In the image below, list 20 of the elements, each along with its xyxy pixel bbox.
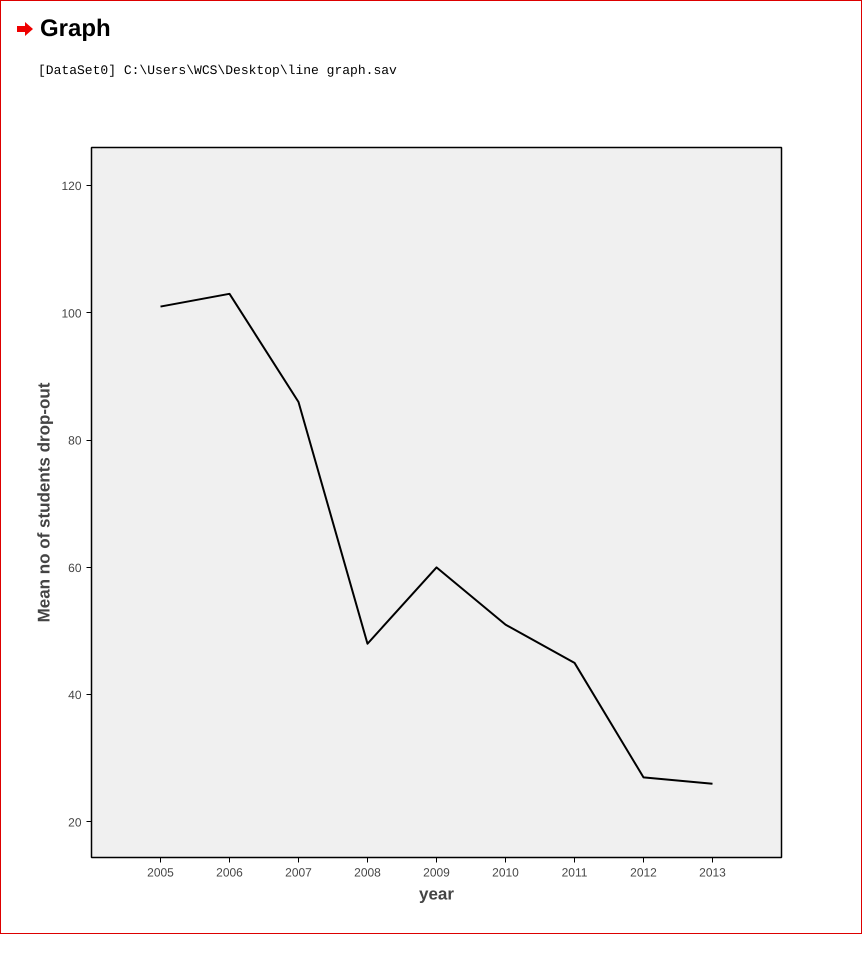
y-tick-label: 120 bbox=[61, 179, 82, 194]
x-tick-label: 2009 bbox=[423, 866, 450, 880]
y-tick-label: 60 bbox=[68, 560, 82, 575]
chart-title: Graph bbox=[40, 15, 111, 42]
x-tick-label: 2005 bbox=[147, 866, 174, 880]
x-tick-label: 2006 bbox=[216, 866, 244, 880]
x-tick-label: 2013 bbox=[699, 866, 726, 880]
x-tick-label: 2008 bbox=[354, 866, 382, 880]
y-tick-label: 80 bbox=[68, 434, 82, 448]
x-axis-title: year bbox=[419, 884, 454, 904]
y-tick-label: 100 bbox=[61, 306, 82, 320]
y-axis-title: Mean no of students drop-out bbox=[34, 382, 54, 622]
y-tick-label: 40 bbox=[68, 688, 82, 702]
text: [DataSet0] C:\Users\WCS\Desktop\line graph.sav bbox=[38, 62, 397, 80]
y-tick-label: 20 bbox=[68, 815, 82, 830]
x-tick-label: 2007 bbox=[285, 866, 312, 880]
line-series bbox=[160, 292, 714, 785]
x-tick-label: 2010 bbox=[492, 866, 520, 880]
x-tick-label: 2011 bbox=[562, 866, 588, 880]
x-tick-label: 2012 bbox=[630, 866, 658, 880]
